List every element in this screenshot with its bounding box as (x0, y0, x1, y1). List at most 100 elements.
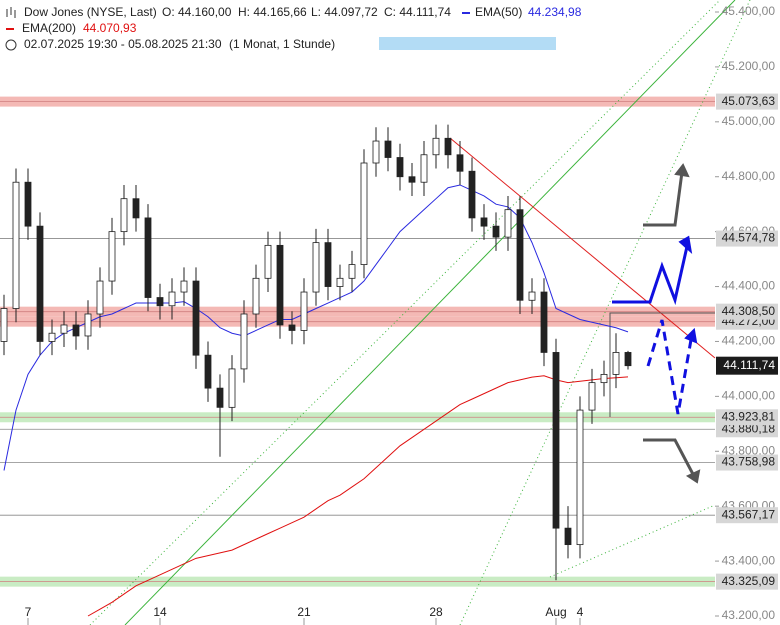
candle-body (288, 324, 296, 331)
candle-body (420, 154, 428, 183)
candle-body (492, 225, 500, 238)
candle-body (300, 291, 308, 331)
candle-body (204, 354, 212, 389)
level-label: 43.567,17 (722, 507, 776, 521)
candle-body (372, 140, 380, 164)
candle-body (348, 264, 356, 279)
last-price-box (716, 356, 778, 375)
ema200-value: 44.070,93 (83, 21, 137, 35)
ema-line (87, 375, 629, 617)
ema50-label: EMA(50) (475, 5, 522, 19)
candle-body (600, 373, 608, 384)
candle-body (252, 277, 260, 315)
candle-body (468, 170, 476, 219)
level-label-box (716, 303, 778, 320)
candle-body (540, 291, 548, 353)
close: C: 44.111,74 (384, 5, 451, 19)
y-tick-label: 45.000,00 (722, 114, 776, 128)
candle-body (96, 280, 104, 315)
candle-body (408, 176, 416, 183)
candle-body (444, 137, 452, 156)
y-tick-label: 44.200,00 (722, 334, 776, 348)
clock-icon (5, 39, 17, 51)
candle-body (60, 324, 68, 334)
x-tick-label: 4 (577, 605, 584, 619)
y-tick-label: 43.200,00 (722, 608, 776, 622)
candle-body (576, 409, 584, 546)
highlight (379, 37, 556, 50)
candle-body (624, 352, 632, 367)
levels (0, 96, 715, 587)
candle-body (12, 181, 20, 309)
level-label-box (716, 409, 778, 426)
candle-body (528, 291, 536, 301)
candle-body (132, 198, 140, 219)
candle-body (336, 277, 344, 287)
candle-body (588, 382, 596, 411)
y-tick-label: 43.400,00 (722, 553, 776, 567)
candle-body (108, 231, 116, 282)
candle-body (432, 137, 440, 156)
open: O: 44.160,00 (162, 5, 232, 19)
instrument: Dow Jones (NYSE, Last) (24, 5, 157, 19)
candle-body (240, 313, 248, 370)
candle-body (264, 244, 272, 279)
drawings (89, 0, 751, 625)
level-label: 43.923,81 (722, 409, 776, 423)
candle-body (552, 352, 560, 529)
candle-body (480, 217, 488, 227)
candle-body (228, 368, 236, 408)
ema-line (3, 184, 629, 471)
candle-body (192, 280, 200, 356)
y-tick-label: 45.400,00 (722, 4, 776, 18)
candle-body (24, 181, 32, 227)
candle-body (612, 352, 620, 375)
candle-body (324, 242, 332, 287)
candle-body (456, 154, 464, 172)
candle-body (48, 332, 56, 342)
level-label-box (716, 93, 778, 110)
bar-icon (6, 7, 16, 18)
date-range: 02.07.2025 19:30 - 05.08.2025 21:30 (24, 37, 222, 51)
level-label: 45.073,63 (722, 94, 776, 108)
level-label-box (716, 230, 778, 247)
level-label: 43.758,98 (722, 455, 776, 469)
level-label-box (716, 454, 778, 471)
candle-body (144, 217, 152, 298)
low: L: 44.097,72 (311, 5, 378, 19)
candle-body (156, 297, 164, 307)
candle-body (72, 324, 80, 337)
y-tick-label: 45.200,00 (722, 59, 776, 73)
x-tick-label: Aug (545, 605, 566, 619)
level-label: 43.325,09 (722, 574, 776, 588)
x-tick-label: 14 (153, 605, 167, 619)
candle-body (504, 209, 512, 238)
candle-body (384, 140, 392, 158)
period: (1 Monat, 1 Stunde) (229, 37, 335, 51)
level-label-box (716, 507, 778, 524)
candle-body (564, 527, 572, 546)
x-tick-label: 21 (297, 605, 311, 619)
candle-body (516, 209, 524, 301)
last-price-label: 44.111,74 (723, 358, 775, 372)
candle-body (0, 308, 8, 342)
candle-body (276, 244, 284, 326)
y-tick-label: 44.000,00 (722, 389, 776, 403)
candle-body (216, 387, 224, 408)
candle-body (36, 225, 44, 342)
x-tick-label: 7 (25, 605, 32, 619)
candle-body (168, 291, 176, 307)
y-tick-label: 43.800,00 (722, 443, 776, 457)
level-label-box (716, 573, 778, 590)
candle-body (84, 313, 92, 337)
ema50-value: 44.234,98 (528, 5, 582, 19)
ema200-label: EMA(200) (22, 21, 76, 35)
x-tick-label: 28 (429, 605, 443, 619)
level-label: 44.574,78 (722, 231, 776, 245)
candle-body (396, 157, 404, 178)
y-tick-label: 44.800,00 (722, 169, 776, 183)
candle-body (360, 162, 368, 265)
y-tick-label: 44.400,00 (722, 279, 776, 293)
candle-body (120, 198, 128, 233)
legend: Dow Jones (NYSE, Last) O: 44.160,00 H: 4… (5, 5, 582, 51)
